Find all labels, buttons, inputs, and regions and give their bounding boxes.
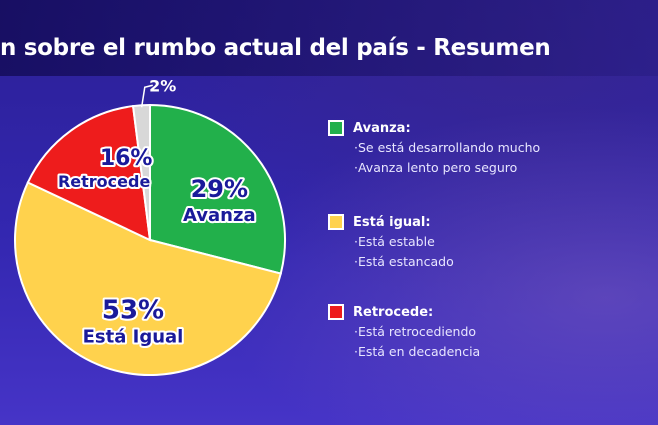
pct-label-retrocede: 16% — [100, 146, 153, 171]
leader-line-otros — [140, 84, 153, 108]
pct-label-igual: 53% — [102, 295, 164, 325]
pie-svg: 29%Avanza 53%Está Igual 16%Retrocede 2% — [14, 76, 286, 376]
pct-label-avanza: 29% — [191, 175, 248, 203]
legend-item-avanza-1: ·Se está desarrollando mucho — [354, 140, 541, 155]
legend-item-igual-1: ·Está estable — [354, 234, 435, 249]
legend-group-avanza: Avanza: ·Se está desarrollando mucho ·Av… — [328, 118, 648, 212]
legend-item-avanza-2: ·Avanza lento pero seguro — [354, 160, 518, 175]
pie-chart: 29% Avanza 53% Está Igual 16% Retrocede 2% — [0, 0, 300, 425]
legend-group-retrocede: Retrocede: ·Está retrocediendo ·Está en … — [328, 302, 648, 372]
legend-title-igual: Está igual: — [353, 214, 431, 230]
legend-item-retrocede-1: ·Está retrocediendo — [354, 324, 477, 339]
pct-label-otros: 2% — [149, 76, 176, 95]
legend-title-avanza: Avanza: — [353, 120, 411, 136]
slice-label-avanza: Avanza — [183, 205, 256, 226]
pie-slice-avanza — [149, 103, 286, 275]
legend-title-retrocede: Retrocede: — [353, 304, 434, 320]
legend: Avanza: ·Se está desarrollando mucho ·Av… — [328, 118, 648, 372]
chart-title: n sobre el rumbo actual del país - Resum… — [0, 35, 551, 61]
slice-label-igual: Está Igual — [83, 326, 184, 347]
pie-slice-igual — [14, 181, 282, 376]
legend-group-igual: Está igual: ·Está estable ·Está estancad… — [328, 212, 648, 302]
legend-swatch-avanza — [328, 120, 344, 136]
legend-swatch-retrocede — [328, 304, 344, 320]
legend-swatch-igual — [328, 214, 344, 230]
slice-label-retrocede: Retrocede — [58, 172, 150, 191]
title-band — [0, 0, 658, 76]
legend-item-igual-2: ·Está estancado — [354, 254, 454, 269]
pie-slice-retrocede — [26, 104, 152, 242]
legend-item-retrocede-2: ·Está en decadencia — [354, 344, 481, 359]
